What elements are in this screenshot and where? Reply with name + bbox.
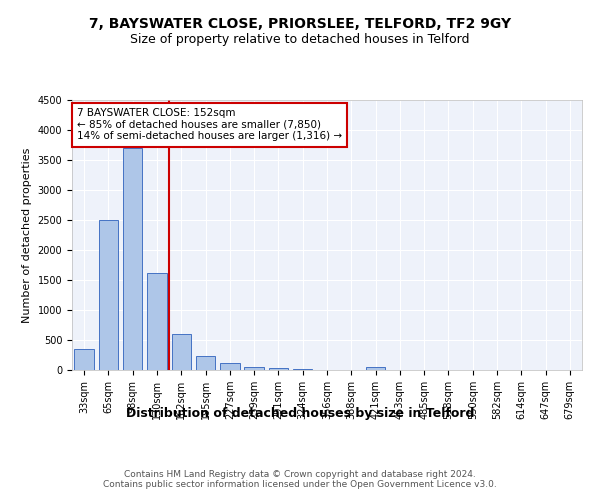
- Bar: [74, 349, 94, 370]
- Bar: [196, 356, 215, 370]
- Text: Contains HM Land Registry data © Crown copyright and database right 2024.
Contai: Contains HM Land Registry data © Crown c…: [103, 470, 497, 490]
- Text: Size of property relative to detached houses in Telford: Size of property relative to detached ho…: [130, 32, 470, 46]
- Bar: [366, 367, 385, 370]
- Bar: [172, 334, 191, 370]
- Y-axis label: Number of detached properties: Number of detached properties: [22, 148, 32, 322]
- Text: 7 BAYSWATER CLOSE: 152sqm
← 85% of detached houses are smaller (7,850)
14% of se: 7 BAYSWATER CLOSE: 152sqm ← 85% of detac…: [77, 108, 342, 142]
- Bar: [293, 369, 313, 370]
- Bar: [220, 364, 239, 370]
- Text: Distribution of detached houses by size in Telford: Distribution of detached houses by size …: [126, 408, 474, 420]
- Bar: [99, 220, 118, 370]
- Bar: [147, 273, 167, 370]
- Text: 7, BAYSWATER CLOSE, PRIORSLEE, TELFORD, TF2 9GY: 7, BAYSWATER CLOSE, PRIORSLEE, TELFORD, …: [89, 18, 511, 32]
- Bar: [269, 368, 288, 370]
- Bar: [244, 366, 264, 370]
- Bar: [123, 148, 142, 370]
